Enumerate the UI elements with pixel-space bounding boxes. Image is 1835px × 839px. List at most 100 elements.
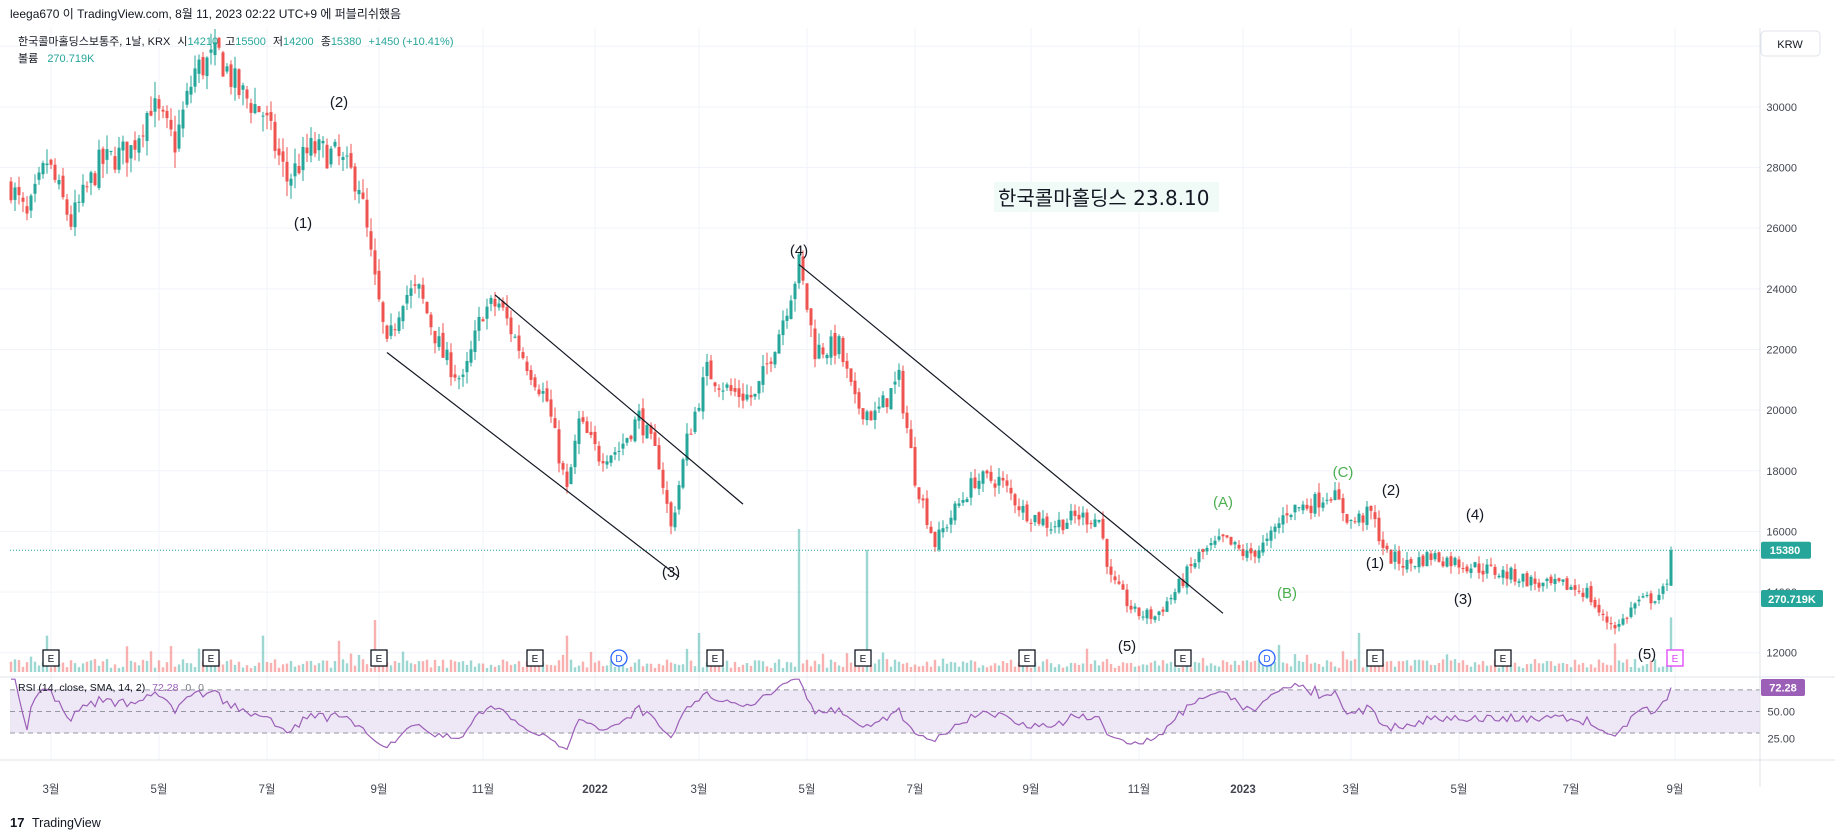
volume-bar [1225,661,1229,672]
candle-body [909,429,913,449]
event-marker[interactable]: E [1018,649,1036,667]
volume-bar [273,659,277,672]
annotation-title-box[interactable]: 한국콜마홀딩스 23.8.10 [994,182,1219,212]
volume-bar [677,664,681,672]
volume-bar [657,663,661,672]
volume-bar [161,667,165,672]
volume-bar [1185,665,1189,672]
volume-bar [1381,663,1385,672]
candle-body [293,163,297,177]
volume-bar [1137,665,1141,672]
volume-bar [1409,665,1413,672]
candle-body [349,153,353,168]
candle-body [1477,563,1481,573]
candle-body [769,361,773,364]
rsi-legend-text: RSI (14, close, SMA, 14, 2) [18,682,145,694]
candle-body [137,138,141,153]
candle-body [1389,549,1393,564]
event-marker[interactable]: E [42,649,60,667]
wave-label: (C) [1333,464,1354,481]
volume-bar [1113,667,1117,672]
candle-body [533,377,537,388]
volume-bar [1621,662,1625,672]
candle-body [1005,480,1009,486]
candle-body [597,445,601,462]
event-marker[interactable]: E [1366,649,1384,667]
candle-body [97,149,101,188]
volume-bar [941,658,945,672]
event-marker[interactable]: D [610,649,628,667]
event-marker[interactable]: E [370,649,388,667]
volume-bar [1429,664,1433,672]
volume-bar [345,663,349,672]
candle-body [781,320,785,336]
candle-body [665,490,669,504]
candle-body [817,344,821,359]
event-marker[interactable]: E [1494,649,1512,667]
candle-body [1157,611,1161,616]
candle-body [253,104,257,114]
volume-bar [573,667,577,672]
candle-body [1561,579,1565,582]
event-marker[interactable]: E [1174,649,1192,667]
volume-bar [1037,666,1041,672]
volume-bar [769,667,773,672]
volume-bar [1589,664,1593,672]
candle-body [793,283,797,300]
candle-body [353,166,357,192]
candle-body [529,369,533,380]
event-marker[interactable]: E [706,649,724,667]
candle-body [1033,515,1037,523]
candle-body [853,380,857,395]
volume-bar [697,633,701,672]
volume-bar [25,662,29,672]
earnings-marker-label: E [860,654,867,665]
volume-bar [733,661,737,672]
candle-body [1657,594,1661,601]
volume-bar [73,663,77,672]
candle-body [1201,549,1205,553]
volume-bar [997,665,1001,672]
tradingview-logo[interactable]: 17 TradingView [10,815,102,830]
candle-body [365,199,369,228]
volume-bar [1433,665,1437,672]
trend-line [386,352,680,578]
time-tick-label: 5월 [1451,783,1468,796]
annotation-title: 한국콜마홀딩스 23.8.10 [998,186,1210,210]
event-marker[interactable]: E [202,649,220,667]
volume-bar [701,667,705,672]
volume-bar [1169,661,1173,672]
event-marker[interactable]: D [1258,649,1276,667]
candle-body [405,294,409,304]
candle-body [1437,552,1441,562]
candle-body [829,336,833,358]
volume-bar [281,664,285,672]
wave-label: (1) [294,215,312,232]
volume-bar [501,659,505,672]
candle-body [741,393,745,401]
volume-bar [1545,660,1549,672]
candle-body [833,333,837,356]
candle-body [333,141,337,147]
volume-bar [669,662,673,672]
candle-body [153,98,157,112]
event-marker[interactable]: E [1666,649,1684,667]
volume-bar [1513,662,1517,672]
volume-bar [1141,664,1145,672]
currency-button[interactable]: KRW [1760,30,1821,57]
volume-bar [533,666,537,672]
volume-bar [117,668,121,672]
candle-body [1089,523,1093,525]
volume-bar [177,664,181,672]
earnings-marker-label: E [208,654,215,665]
candle-body [721,390,725,392]
candle-body [145,112,149,141]
volume-bar [1317,663,1321,672]
candle-body [1213,540,1217,545]
event-marker[interactable]: E [854,649,872,667]
candle-body [857,392,861,409]
event-marker[interactable]: E [526,649,544,667]
volume-bar [121,666,125,672]
